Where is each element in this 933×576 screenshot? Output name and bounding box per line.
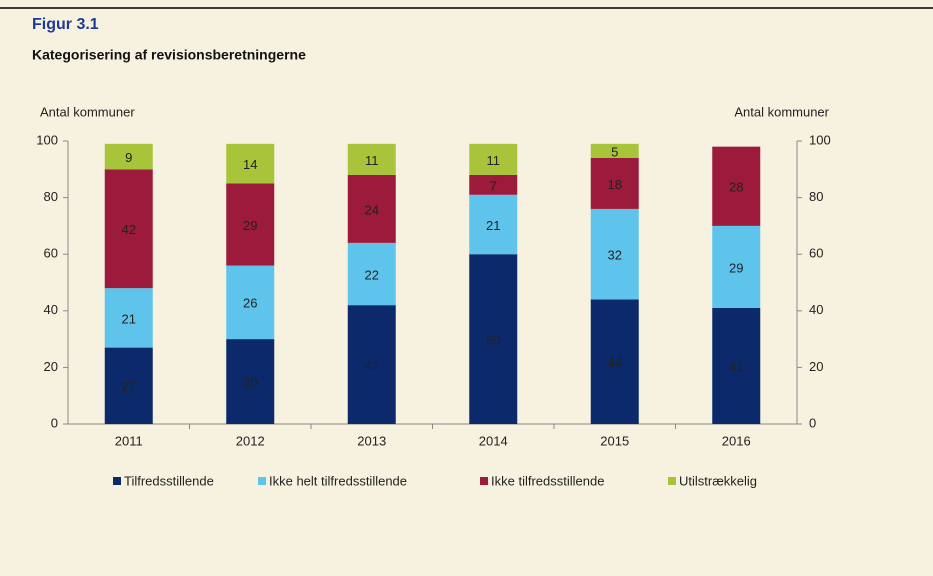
bar-segment xyxy=(226,183,275,266)
value-label: 44 xyxy=(608,355,622,370)
legend-label: Ikke tilfredsstillende xyxy=(491,473,604,488)
bar-segment xyxy=(469,194,518,255)
y-tick-label: 0 xyxy=(51,415,58,430)
value-label: 41 xyxy=(729,359,743,374)
value-label: 21 xyxy=(122,311,136,326)
x-tick-label: 2013 xyxy=(357,433,386,448)
y2-tick-label: 0 xyxy=(809,415,816,430)
bar-segment xyxy=(226,265,275,340)
value-label: 29 xyxy=(243,218,257,233)
value-label: 42 xyxy=(365,358,379,373)
y2-tick-label: 40 xyxy=(809,302,823,317)
value-label: 7 xyxy=(490,178,497,193)
bar-segment xyxy=(104,143,153,170)
bar-segment xyxy=(469,143,518,175)
y2-axis-label: Antal kommuner xyxy=(734,104,829,119)
value-label: 18 xyxy=(608,177,622,192)
chart-title: Figur 3.1 xyxy=(32,16,99,33)
value-label: 22 xyxy=(365,267,379,282)
bar-segment xyxy=(712,146,761,226)
value-label: 27 xyxy=(122,379,136,394)
value-label: 32 xyxy=(608,248,622,263)
value-label: 14 xyxy=(243,157,257,172)
x-tick-label: 2015 xyxy=(600,433,629,448)
legend-label: Ikke helt tilfredsstillende xyxy=(269,473,407,488)
value-label: 42 xyxy=(122,222,136,237)
y-axis-label: Antal kommuner xyxy=(40,104,135,119)
legend-label: Utilstrækkelig xyxy=(679,473,757,488)
bar-segment xyxy=(590,143,639,158)
value-label: 60 xyxy=(486,333,500,348)
bar-segment xyxy=(469,174,518,195)
bar-segment xyxy=(347,305,396,424)
y-tick-label: 100 xyxy=(36,132,58,147)
value-label: 30 xyxy=(243,375,257,390)
value-label: 26 xyxy=(243,296,257,311)
legend-swatch xyxy=(668,477,676,485)
bar-segment xyxy=(347,174,396,243)
bar-segment xyxy=(226,143,275,184)
y2-tick-label: 100 xyxy=(809,132,831,147)
value-label: 21 xyxy=(486,218,500,233)
value-label: 5 xyxy=(611,144,618,159)
bar-segment xyxy=(104,288,153,348)
bar-segment xyxy=(347,143,396,175)
y-tick-label: 40 xyxy=(44,302,58,317)
y-tick-label: 20 xyxy=(44,359,58,374)
value-label: 9 xyxy=(125,150,132,165)
x-tick-label: 2014 xyxy=(479,433,508,448)
legend-swatch xyxy=(480,477,488,485)
x-tick-label: 2011 xyxy=(115,433,143,448)
value-label: 24 xyxy=(365,202,379,217)
legend-swatch xyxy=(113,477,121,485)
bar-segment xyxy=(712,225,761,308)
value-label: 28 xyxy=(729,180,743,195)
chart-subtitle: Kategorisering af revisionsberetningerne xyxy=(32,47,306,63)
x-tick-label: 2012 xyxy=(236,433,265,448)
value-label: 11 xyxy=(365,153,379,168)
bar-segment xyxy=(226,339,275,424)
value-label: 29 xyxy=(729,260,743,275)
bar-segment xyxy=(590,208,639,300)
value-label: 11 xyxy=(487,153,501,168)
y-tick-label: 80 xyxy=(44,189,58,204)
bar-segment xyxy=(590,299,639,424)
x-tick-label: 2016 xyxy=(722,433,751,448)
bar-segment xyxy=(347,242,396,306)
y2-tick-label: 20 xyxy=(809,359,823,374)
y-tick-label: 60 xyxy=(44,246,58,261)
y2-tick-label: 80 xyxy=(809,189,823,204)
bar-segment xyxy=(590,157,639,209)
bar-segment xyxy=(104,169,153,289)
bar-segment xyxy=(469,254,518,424)
bar-segment xyxy=(712,307,761,424)
y2-tick-label: 60 xyxy=(809,246,823,261)
legend-swatch xyxy=(258,477,266,485)
bar-segment xyxy=(104,347,153,424)
legend-label: Tilfredsstillende xyxy=(124,473,214,488)
